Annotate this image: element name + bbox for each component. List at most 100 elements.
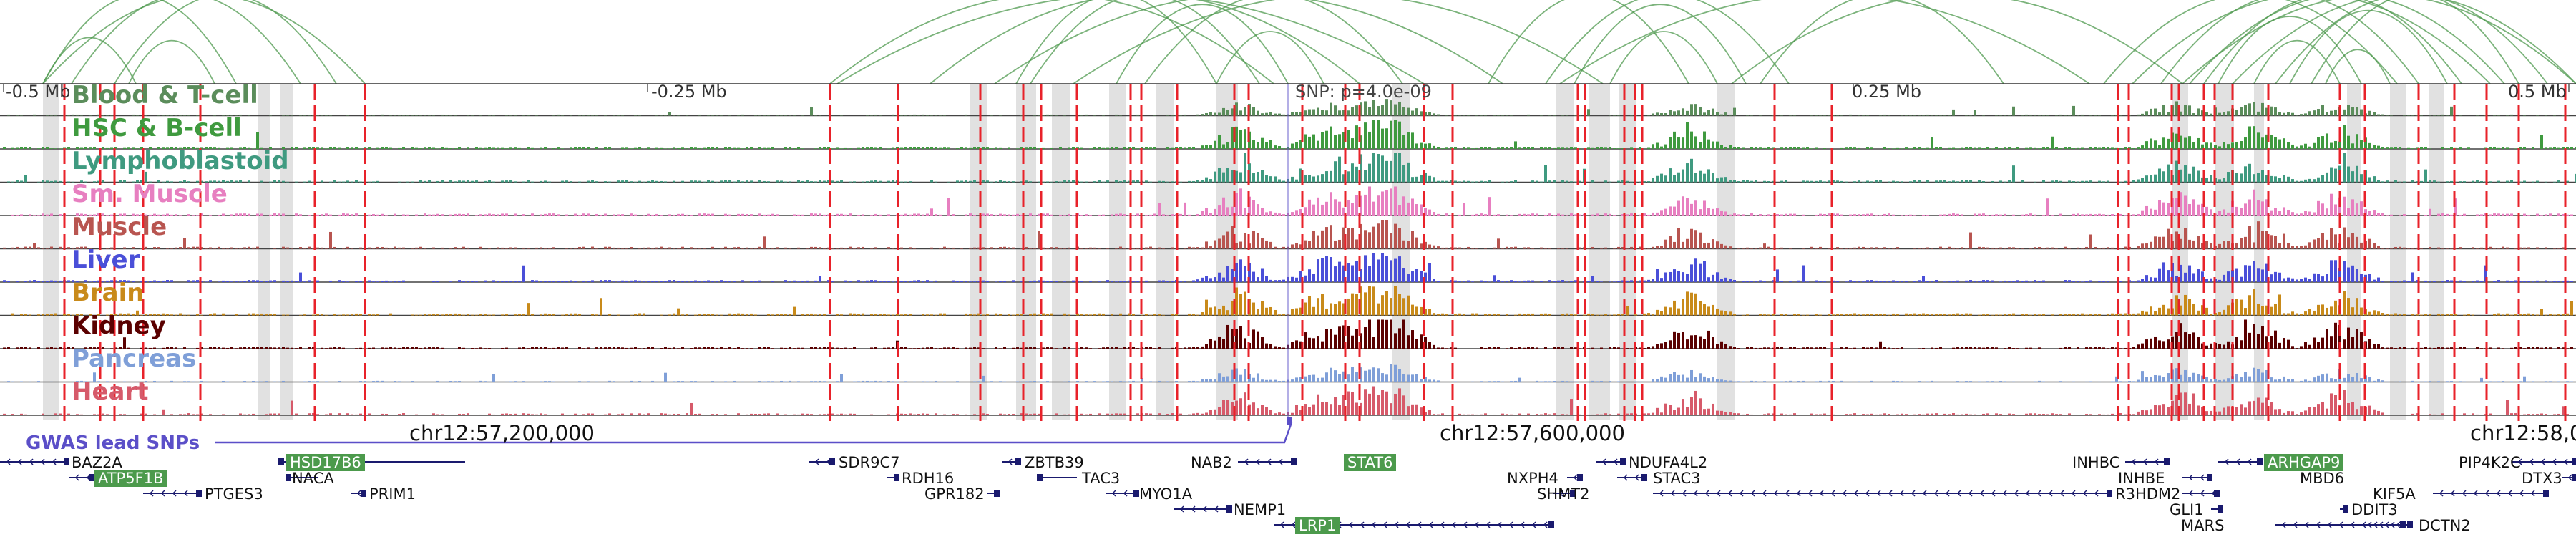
signal-peak	[784, 147, 787, 149]
signal-peak	[2300, 114, 2303, 116]
signal-peak	[1020, 181, 1023, 183]
signal-peak	[1883, 247, 1886, 249]
signal-peak	[2021, 314, 2024, 316]
signal-peak	[1660, 278, 1663, 282]
signal-peak	[982, 147, 985, 149]
signal-peak	[2489, 147, 2492, 149]
signal-peak	[1647, 347, 1650, 349]
signal-peak	[651, 380, 654, 382]
signal-peak	[2068, 180, 2071, 183]
signal-peak	[698, 248, 701, 249]
signal-peak	[1540, 313, 1543, 316]
signal-peak	[2034, 314, 2036, 316]
signal-peak	[1235, 170, 1238, 183]
enhancer-shade	[280, 84, 293, 420]
signal-peak	[1901, 347, 1903, 349]
signal-peak	[2240, 299, 2243, 316]
signal-peak	[467, 314, 469, 316]
signal-peak	[1729, 145, 1732, 149]
signal-peak	[166, 248, 169, 249]
signal-peak	[2274, 379, 2277, 382]
signal-peak	[2287, 379, 2290, 382]
signal-peak	[265, 347, 268, 349]
interaction-arc	[1116, 4, 1289, 84]
signal-peak	[342, 213, 345, 216]
signal-peak	[1939, 214, 1942, 216]
signal-peak	[303, 147, 306, 149]
signal-peak	[1308, 199, 1311, 216]
signal-peak	[1274, 413, 1277, 415]
signal-peak	[2437, 247, 2440, 249]
signal-peak	[252, 280, 255, 282]
signal-peak	[394, 281, 396, 282]
signal-peak	[3, 280, 6, 282]
signal-peak	[909, 147, 912, 149]
signal-peak	[2145, 275, 2148, 282]
signal-peak	[2386, 215, 2389, 216]
signal-peak	[432, 314, 435, 316]
signal-peak	[1986, 215, 1989, 216]
enhancer-shade	[1156, 84, 1174, 420]
signal-peak	[1475, 147, 1478, 149]
signal-peak	[2296, 414, 2298, 415]
signal-peak	[922, 147, 924, 149]
signal-peak	[613, 381, 615, 382]
signal-peak	[2545, 280, 2547, 282]
signal-peak	[2231, 270, 2234, 282]
signal-peak	[728, 248, 731, 249]
signal-peak	[1969, 232, 1972, 249]
signal-peak	[698, 147, 701, 149]
signal-peak	[484, 180, 487, 183]
interaction-arc	[1760, 0, 2004, 84]
signal-peak	[2175, 332, 2178, 349]
signal-peak	[256, 347, 259, 349]
signal-peak	[561, 314, 564, 316]
signal-peak	[1540, 247, 1543, 249]
signal-peak	[982, 314, 985, 316]
signal-peak	[2510, 281, 2513, 282]
signal-peak	[1669, 405, 1672, 415]
signal-peak	[1085, 381, 1088, 382]
signal-peak	[479, 313, 482, 316]
signal-peak	[1729, 346, 1732, 349]
signal-peak	[1604, 180, 1607, 183]
signal-peak	[222, 313, 225, 316]
signal-peak	[1390, 100, 1392, 116]
signal-peak	[84, 213, 87, 216]
signal-peak	[1918, 147, 1921, 149]
signal-peak	[84, 347, 87, 349]
signal-peak	[1068, 147, 1070, 149]
signal-peak	[1291, 276, 1294, 282]
signal-peak	[2459, 381, 2462, 382]
signal-peak	[385, 414, 388, 415]
signal-peak	[2197, 269, 2200, 282]
signal-peak	[1136, 114, 1139, 116]
signal-peak	[2506, 280, 2509, 282]
interaction-arc	[1488, 0, 1689, 84]
signal-peak	[1433, 177, 1435, 183]
signal-peak	[1630, 348, 1633, 349]
signal-peak	[1862, 115, 1865, 116]
signal-peak	[471, 180, 474, 183]
signal-peak	[1433, 379, 1435, 382]
signal-peak	[664, 347, 667, 349]
signal-peak	[209, 215, 212, 216]
signal-peak	[398, 381, 401, 382]
signal-peak	[278, 213, 280, 216]
signal-peak	[2072, 213, 2075, 216]
signal-peak	[2343, 390, 2346, 415]
signal-peak	[76, 281, 79, 282]
signal-peak	[282, 213, 285, 216]
signal-peak	[273, 314, 276, 316]
signal-peak	[1965, 115, 1968, 116]
signal-peak	[1355, 261, 1358, 282]
signal-peak	[1282, 279, 1285, 282]
signal-peak	[145, 214, 147, 216]
signal-peak	[1145, 413, 1148, 415]
signal-peak	[1639, 214, 1641, 216]
signal-peak	[37, 314, 40, 316]
signal-peak	[604, 213, 607, 216]
signal-peak	[16, 180, 19, 183]
signal-peak	[321, 115, 323, 116]
signal-peak	[2463, 413, 2466, 415]
